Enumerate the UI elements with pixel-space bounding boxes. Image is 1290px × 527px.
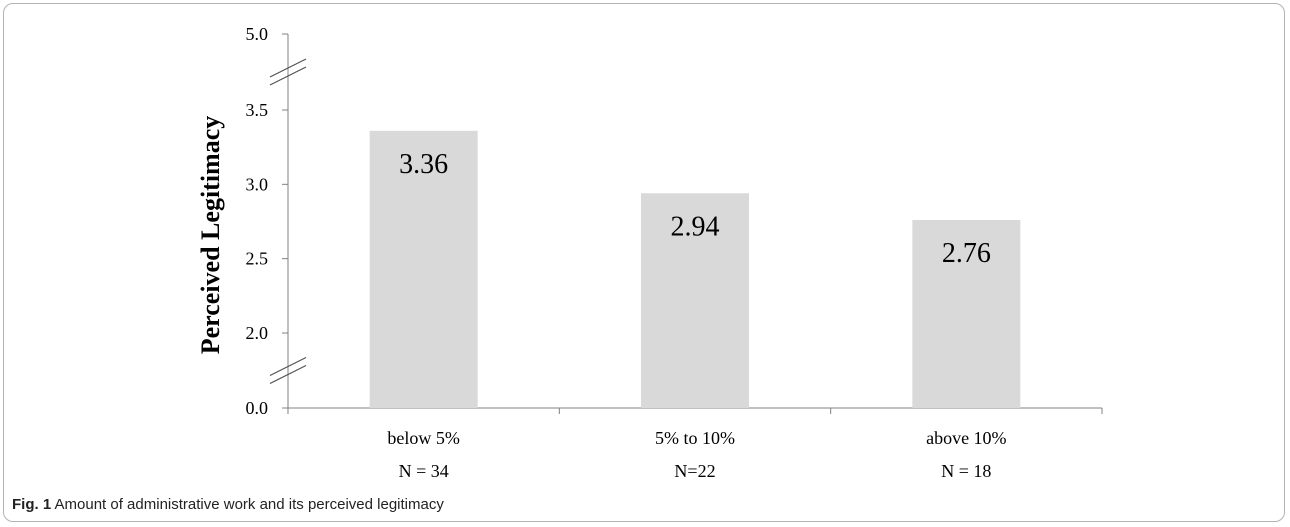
bar-value-label: 2.94 [671, 211, 720, 242]
y-axis-label: Perceived Legitimacy [196, 116, 225, 354]
y-tick-label: 0.0 [246, 398, 269, 418]
x-axis: below 5% N = 34 5% to 10% N=22 above 10% N = … [287, 407, 1103, 481]
y-tick-label: 3.5 [246, 100, 269, 120]
bar-chart: 0.0 2.0 2.5 3.0 3.5 5.0 below 5% N = 34 5% to 1… [196, 24, 1103, 481]
axis-break-mark [269, 66, 307, 86]
bar [369, 130, 478, 408]
axis-break-mark [269, 58, 307, 78]
sample-size-label: N=22 [674, 461, 715, 481]
bar [641, 193, 749, 408]
bar-value-label: 3.36 [399, 149, 448, 180]
bar [912, 220, 1021, 408]
x-tick-label: above 10% [926, 428, 1006, 448]
y-tick-label: 2.0 [246, 323, 269, 343]
y-tick-label: 2.5 [246, 249, 269, 269]
y-axis: 0.0 2.0 2.5 3.0 3.5 5.0 [246, 24, 307, 418]
y-tick-label: 3.0 [246, 174, 269, 194]
x-tick-label: 5% to 10% [655, 428, 735, 448]
x-tick-label: below 5% [387, 428, 459, 448]
axis-break-mark [269, 364, 307, 385]
figure-caption: Fig. 1 Amount of administrative work and… [12, 496, 444, 513]
sample-size-label: N = 34 [399, 461, 449, 481]
bar-value-label: 2.76 [942, 238, 991, 269]
y-tick-label: 5.0 [246, 24, 269, 44]
axis-break-mark [269, 356, 307, 377]
figure-caption-text: Amount of administrative work and its pe… [54, 496, 444, 513]
figure-label: Fig. 1 [12, 496, 52, 513]
bars: 3.36 2.94 2.76 [369, 130, 1021, 408]
sample-size-label: N = 18 [941, 461, 991, 481]
